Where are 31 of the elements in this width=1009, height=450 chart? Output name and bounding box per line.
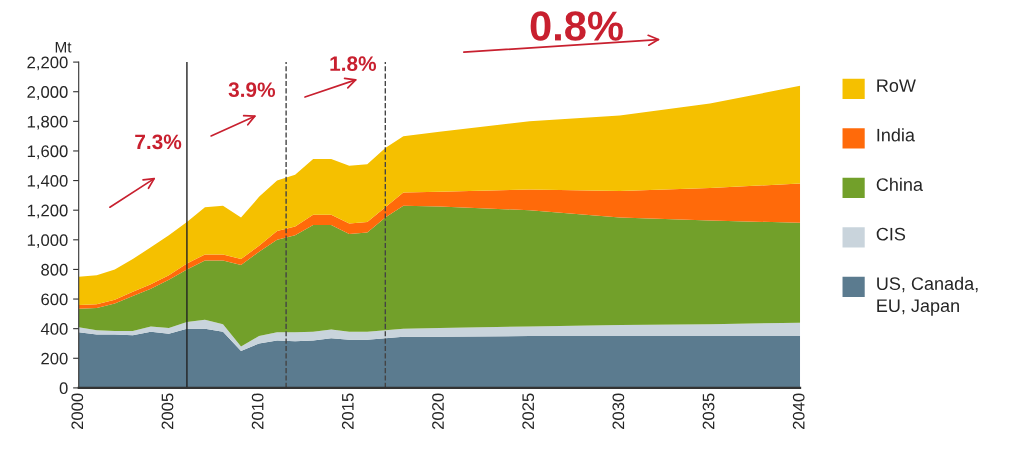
annotation: 7.3% xyxy=(135,134,182,150)
legend-label: CIS xyxy=(876,227,906,241)
y-tick-label: 1,000 xyxy=(27,234,68,248)
x-tick-label: 2000 xyxy=(71,393,84,429)
y-axis-title: Mt xyxy=(55,41,72,53)
x-tick-label: 2010 xyxy=(251,393,264,429)
y-tick-label: 1,600 xyxy=(27,145,68,160)
y-tick-label: 400 xyxy=(40,323,68,335)
x-tick-label: 2030 xyxy=(612,393,625,429)
y-tick-label: 2,200 xyxy=(27,56,68,71)
annotation: 3.9% xyxy=(228,82,276,98)
x-tick-label: 2035 xyxy=(702,393,715,429)
x-tick-label: 2025 xyxy=(522,393,535,429)
legend-label: US, Canada, EU, Japan xyxy=(877,276,978,316)
y-tick-label: 200 xyxy=(41,352,68,365)
x-tick-label: 2015 xyxy=(341,393,354,429)
x-tick-label: 2040 xyxy=(792,393,805,429)
legend-label: China xyxy=(876,177,923,192)
text: 0.8% xyxy=(530,11,623,41)
y-tick-label: 600 xyxy=(41,293,68,306)
legend-label: RoW xyxy=(877,79,916,93)
x-tick-label: 2005 xyxy=(161,393,174,429)
legend-label: India xyxy=(877,128,915,142)
annotation: 1.8% xyxy=(330,56,377,72)
y-tick-label: 1,400 xyxy=(27,174,68,189)
y-tick-label: 0 xyxy=(59,382,68,395)
x-tick-label: 2020 xyxy=(432,393,444,429)
y-tick-label: 1,800 xyxy=(27,115,68,130)
y-tick-label: 2,000 xyxy=(27,86,68,100)
y-tick-label: 1,200 xyxy=(27,204,68,219)
y-tick-label: 800 xyxy=(41,263,68,276)
